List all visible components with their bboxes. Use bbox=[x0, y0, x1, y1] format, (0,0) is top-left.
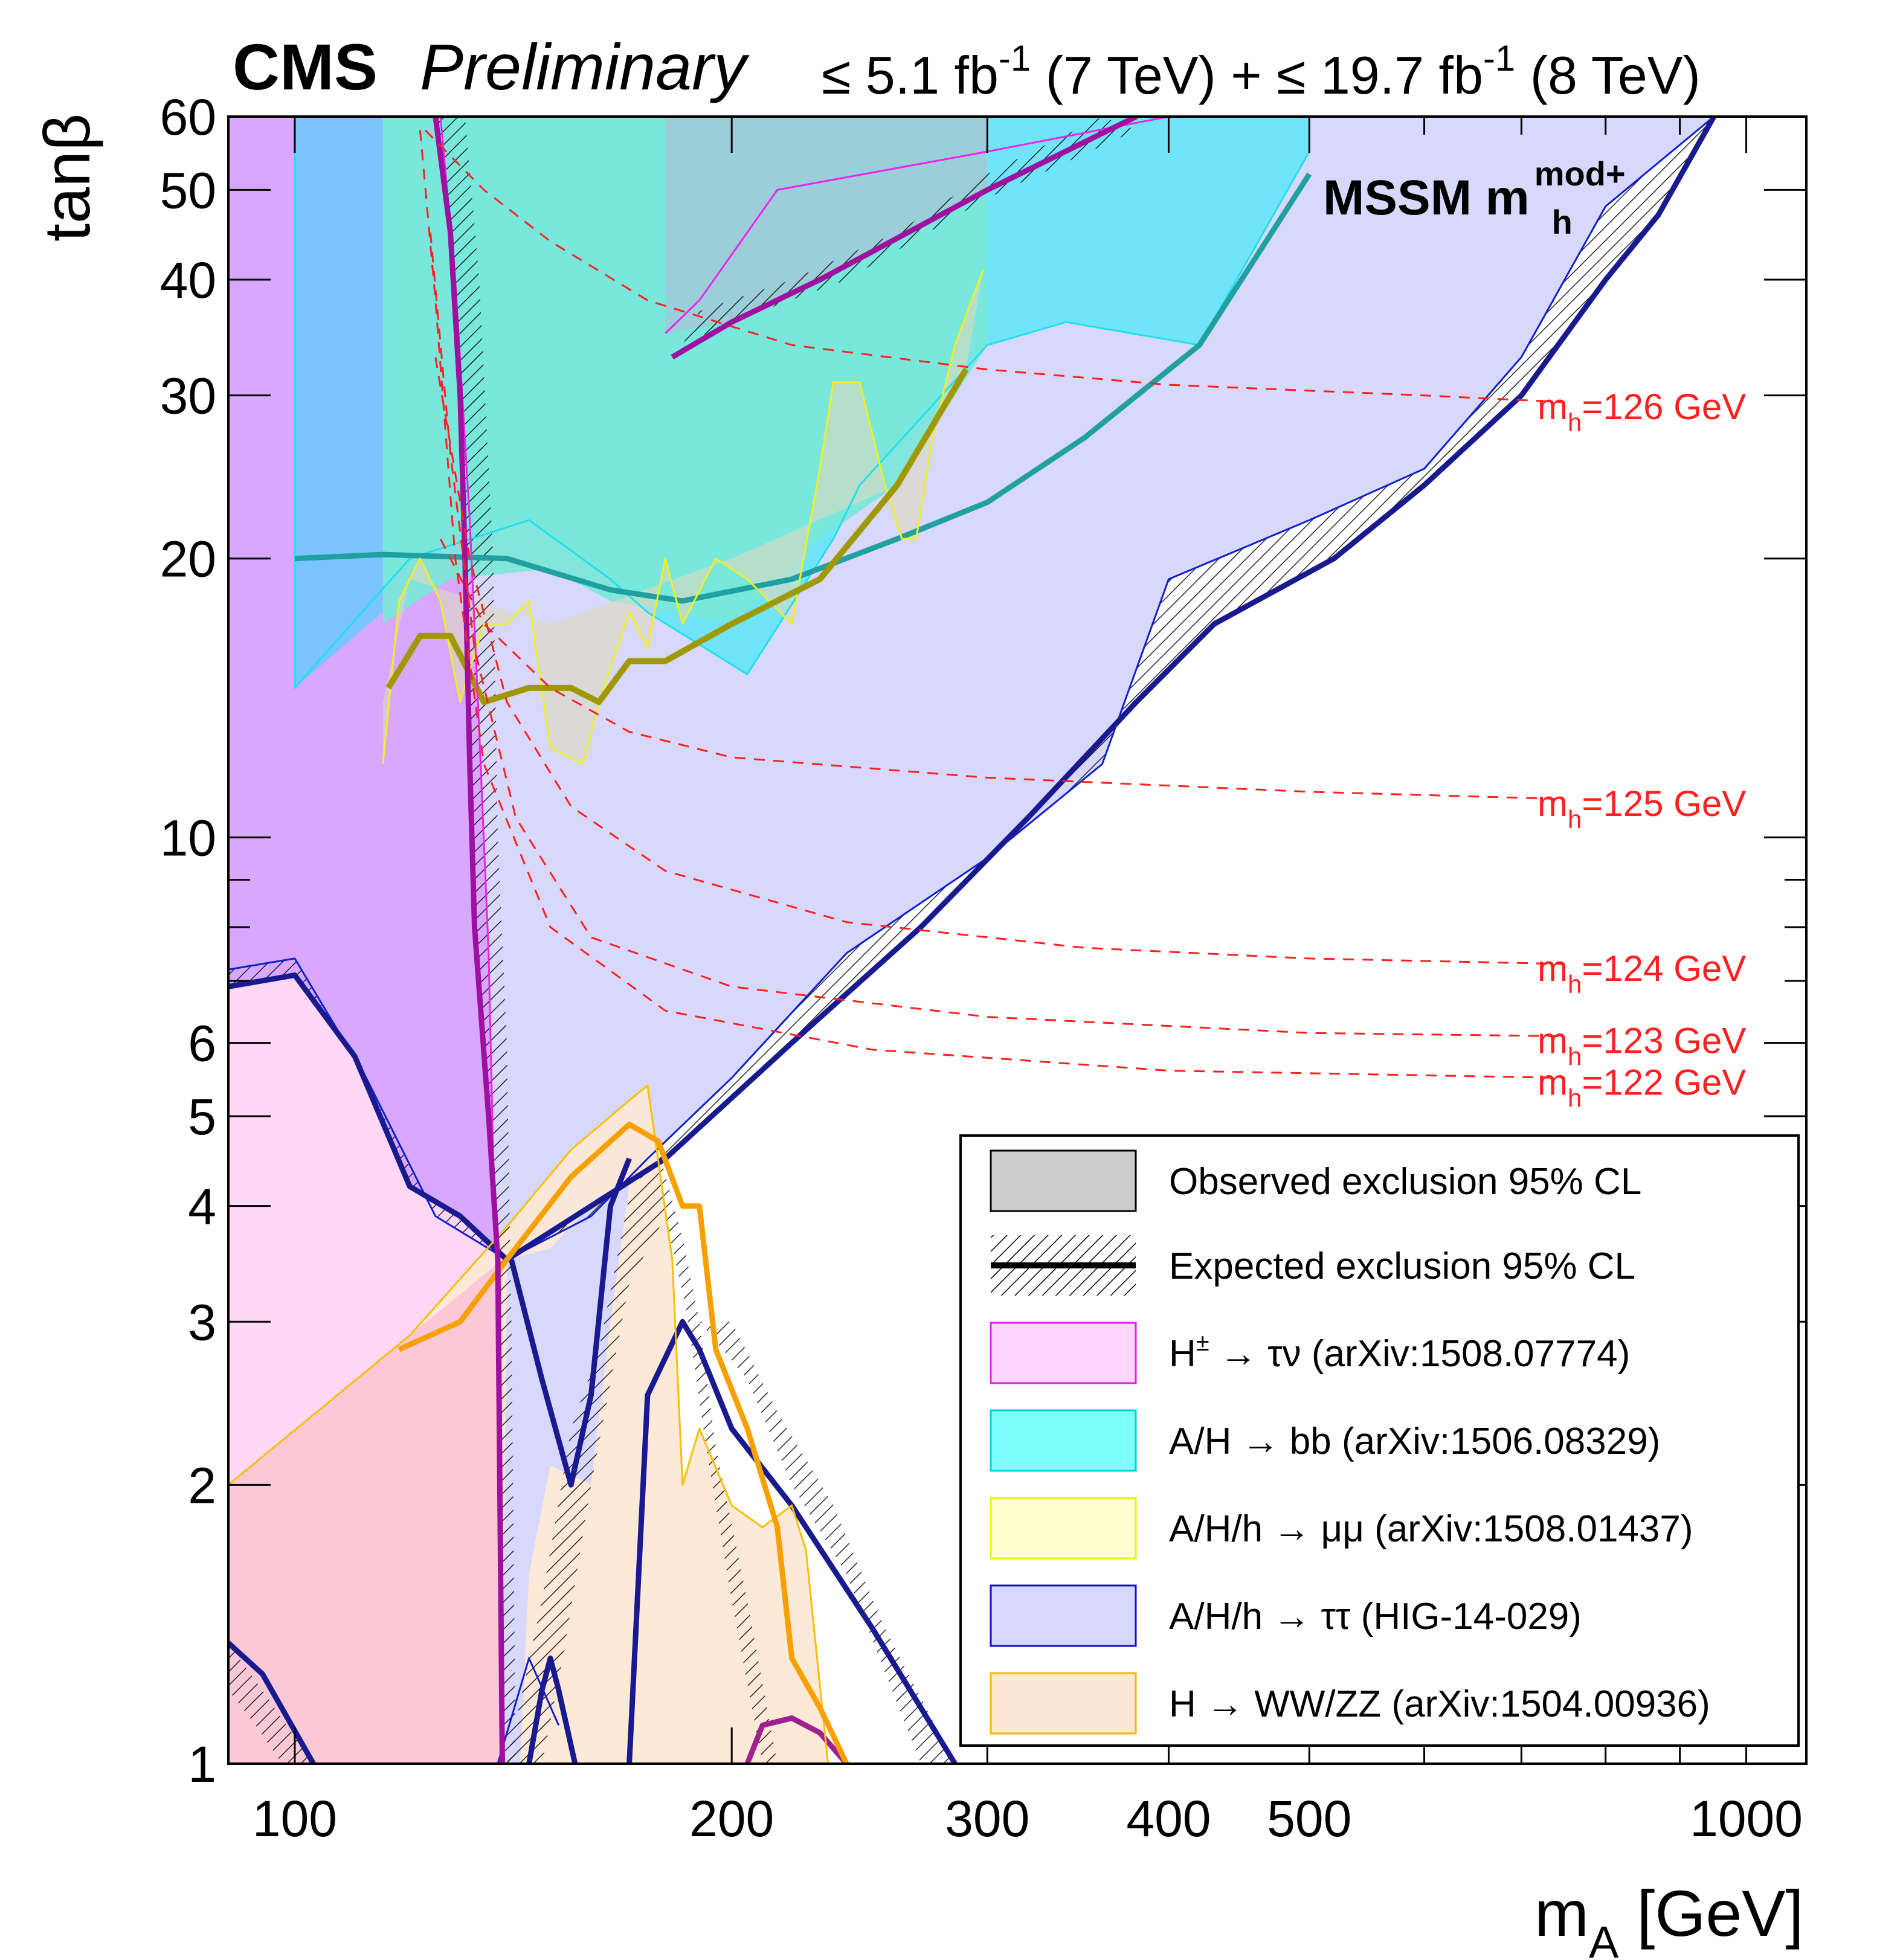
y-tick-label: 1 bbox=[188, 1736, 216, 1793]
legend-swatch-observed bbox=[990, 1149, 1137, 1212]
tautau-corner-expected bbox=[228, 1640, 316, 1764]
lumi-label: ≤ 5.1 fb-1 (7 TeV) + ≤ 19.7 fb-1 (8 TeV) bbox=[822, 38, 1701, 105]
preliminary-label: Preliminary bbox=[420, 30, 750, 103]
tautau-observed-line bbox=[228, 117, 1715, 1261]
hpm-expected-line bbox=[433, 117, 505, 1764]
mh-contour-126 bbox=[424, 129, 1565, 403]
legend-swatch-tautau bbox=[990, 1584, 1137, 1647]
tautau-bump-line bbox=[744, 1715, 849, 1764]
x-tick-label: 500 bbox=[1267, 1790, 1351, 1847]
y-tick-label: 10 bbox=[160, 809, 216, 866]
bb-observed-line bbox=[294, 117, 1310, 689]
wwzz-expected-hatch bbox=[507, 1149, 778, 1764]
plot-area bbox=[228, 117, 1716, 1764]
x-tick-label: 200 bbox=[689, 1790, 774, 1847]
legend: Observed exclusion 95% CL Expected exclus… bbox=[959, 1134, 1800, 1747]
legend-swatch-hpm bbox=[990, 1322, 1137, 1384]
mh-label-122: mh=122 GeV bbox=[1538, 1062, 1746, 1113]
tautau-lowtanb-hatch bbox=[699, 1322, 955, 1764]
legend-swatch-mumu bbox=[990, 1497, 1137, 1560]
exclusion-areas bbox=[228, 117, 1714, 1764]
legend-label-wwzz: H → WW/ZZ (arXiv:1504.00936) bbox=[1169, 1683, 1710, 1725]
y-tick-label: 30 bbox=[160, 368, 216, 425]
x-tick-label: 400 bbox=[1126, 1790, 1211, 1847]
mumu-expected-line bbox=[385, 368, 969, 705]
tautau-expected-line bbox=[228, 117, 1716, 1263]
mh-contour-125 bbox=[439, 538, 1565, 800]
mh-contours bbox=[419, 129, 1565, 1079]
mumu-observed-area bbox=[382, 269, 984, 765]
hpm-upper-observed-line bbox=[665, 117, 1169, 335]
mh-labels: mh=126 GeV mh=125 GeV mh=124 GeV mh=123 GeV… bbox=[1538, 387, 1746, 1113]
x-tick-label: 100 bbox=[253, 1790, 337, 1847]
cms-label: CMS bbox=[233, 30, 378, 103]
y-tick-label: 3 bbox=[188, 1294, 216, 1351]
mh-label-123: mh=123 GeV bbox=[1538, 1021, 1746, 1071]
hpm-upper-expected-line bbox=[671, 117, 1138, 360]
mh-label-126: mh=126 GeV bbox=[1538, 387, 1746, 437]
bb-overlap-dark bbox=[665, 117, 988, 333]
legend-label-hpm: H± → τν (arXiv:1508.07774) bbox=[1169, 1329, 1630, 1375]
y-tick-label: 60 bbox=[160, 89, 216, 146]
mh-contour-124 bbox=[434, 356, 1565, 965]
y-tick-label: 5 bbox=[188, 1088, 216, 1145]
bb-left-strip bbox=[294, 117, 383, 688]
x-tick-label: 1000 bbox=[1690, 1790, 1803, 1847]
wwzz-hpm-overlap bbox=[228, 1259, 503, 1764]
chart-header: CMS Preliminary ≤ 5.1 fb-1 (7 TeV) + ≤ 1… bbox=[233, 30, 1701, 105]
y-tick-label: 6 bbox=[188, 1015, 216, 1072]
contour-lines bbox=[228, 117, 1716, 1764]
tautau-corner-hatch bbox=[228, 1643, 314, 1764]
legend-label-observed: Observed exclusion 95% CL bbox=[1169, 1161, 1641, 1203]
mh-label-124: mh=124 GeV bbox=[1538, 948, 1746, 998]
wwzz-expected-line bbox=[398, 1122, 849, 1764]
wwzz-observed-line bbox=[228, 1084, 829, 1764]
tautau-small-island-observed bbox=[497, 1657, 560, 1764]
x-axis-title: mA [GeV] bbox=[1534, 1877, 1803, 1960]
tautau-hump-line bbox=[626, 1319, 958, 1764]
x-tick-label: 300 bbox=[945, 1790, 1029, 1847]
tautau-valley-line bbox=[509, 1157, 632, 1488]
y-tick-label: 4 bbox=[188, 1178, 216, 1235]
mh-contour-122 bbox=[419, 130, 1565, 1079]
mh-label-125: mh=125 GeV bbox=[1538, 783, 1746, 834]
plot-frame bbox=[227, 115, 1808, 1765]
tautau-small-island-line bbox=[526, 1655, 578, 1764]
legend-label-mumu: A/H/h → μμ (arXiv:1508.01437) bbox=[1169, 1508, 1693, 1550]
legend-swatch-wwzz bbox=[990, 1672, 1137, 1735]
model-label: MSSM m mod+ h bbox=[1323, 155, 1626, 241]
y-tick-label: 2 bbox=[188, 1457, 216, 1514]
y-axis-title: tanβ bbox=[30, 114, 103, 242]
legend-label-expected: Expected exclusion 95% CL bbox=[1169, 1245, 1635, 1287]
legend-label-bb: A/H → bb (arXiv:1506.08329) bbox=[1169, 1421, 1660, 1462]
legend-label-tautau: A/H/h → ττ (HIG-14-029) bbox=[1169, 1596, 1582, 1637]
axes: 100 200 300 400 500 1000 1 2 3 4 5 6 10 20 30 40 50 60 bbox=[160, 89, 1806, 1847]
mh-contour-123 bbox=[429, 232, 1565, 1038]
y-tick-label: 40 bbox=[160, 252, 216, 309]
y-tick-label: 20 bbox=[160, 531, 216, 588]
legend-swatch-bb bbox=[990, 1409, 1137, 1472]
y-tick-label: 50 bbox=[160, 162, 216, 219]
